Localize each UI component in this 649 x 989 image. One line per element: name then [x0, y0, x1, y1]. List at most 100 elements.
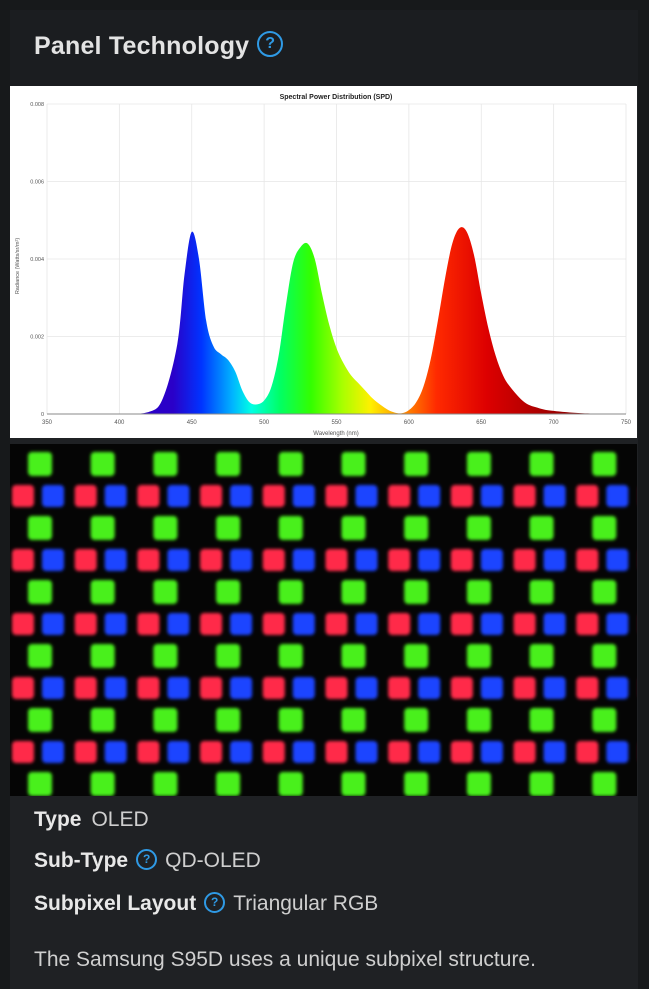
- red-subpixel: [12, 613, 34, 635]
- red-subpixel: [200, 741, 223, 763]
- blue-subpixel: [418, 485, 441, 507]
- blue-subpixel: [543, 485, 566, 507]
- green-subpixel: [404, 644, 429, 668]
- blue-subpixel: [167, 549, 190, 571]
- chart-title: Spectral Power Distribution (SPD): [280, 94, 393, 101]
- red-subpixel: [74, 677, 97, 699]
- y-axis-label: Radiance (Watts/sr/m²): [15, 238, 21, 295]
- spec-type-label: Type: [34, 808, 82, 831]
- green-subpixel: [529, 708, 554, 732]
- blue-subpixel: [543, 741, 566, 763]
- red-subpixel: [74, 613, 97, 635]
- red-subpixel: [325, 741, 348, 763]
- green-subpixel: [466, 452, 491, 476]
- red-subpixel: [388, 741, 411, 763]
- red-subpixel: [576, 677, 599, 699]
- green-subpixel: [28, 452, 52, 476]
- blue-subpixel: [42, 741, 64, 763]
- help-icon[interactable]: ?: [136, 848, 158, 870]
- blue-subpixel: [104, 613, 127, 635]
- green-subpixel: [404, 772, 429, 796]
- red-subpixel: [12, 549, 34, 571]
- spec-type-row: Type OLED: [34, 808, 149, 832]
- red-subpixel: [325, 677, 348, 699]
- green-subpixel: [404, 708, 429, 732]
- blue-subpixel: [480, 613, 503, 635]
- blue-subpixel: [292, 613, 315, 635]
- x-axis-label: Wavelength (nm): [313, 431, 358, 437]
- green-subpixel: [529, 644, 554, 668]
- spec-subtype-value: QD-OLED: [165, 849, 261, 872]
- green-subpixel: [592, 580, 617, 604]
- spd-chart: 350 400 450 500 550 600 650 700 750 0 0.002 0.004 0…: [10, 86, 637, 438]
- green-subpixel: [529, 516, 554, 540]
- green-subpixel: [278, 644, 303, 668]
- red-subpixel: [388, 485, 411, 507]
- blue-subpixel: [292, 485, 315, 507]
- red-subpixel: [576, 613, 599, 635]
- section-title-text: Panel Technology: [34, 32, 250, 60]
- green-subpixel: [404, 452, 429, 476]
- green-subpixel: [466, 644, 491, 668]
- blue-subpixel: [355, 741, 378, 763]
- red-subpixel: [513, 741, 536, 763]
- blue-subpixel: [167, 485, 190, 507]
- green-subpixel: [28, 708, 52, 732]
- spec-subtype-label: Sub-Type: [34, 849, 129, 872]
- red-subpixel: [262, 677, 285, 699]
- red-subpixel: [513, 677, 536, 699]
- x-tick-label: 650: [476, 420, 487, 426]
- spec-subtype-row: Sub-Type? QD-OLED: [34, 848, 261, 873]
- green-subpixel: [341, 772, 366, 796]
- green-subpixel: [28, 772, 52, 796]
- green-subpixel: [466, 708, 491, 732]
- blue-subpixel: [480, 741, 503, 763]
- red-subpixel: [513, 485, 536, 507]
- green-subpixel: [529, 452, 554, 476]
- blue-subpixel: [292, 677, 315, 699]
- blue-subpixel: [606, 677, 629, 699]
- red-subpixel: [325, 549, 348, 571]
- blue-subpixel: [418, 677, 441, 699]
- red-subpixel: [137, 677, 160, 699]
- spec-layout-label: Subpixel Layout: [34, 892, 197, 915]
- green-subpixel: [216, 452, 241, 476]
- red-subpixel: [12, 677, 34, 699]
- x-tick-label: 500: [259, 420, 270, 426]
- green-subpixel: [341, 516, 366, 540]
- green-subpixel: [341, 708, 366, 732]
- red-subpixel: [200, 485, 223, 507]
- blue-subpixel: [167, 613, 190, 635]
- green-subpixel: [216, 708, 241, 732]
- green-subpixel: [216, 772, 241, 796]
- green-subpixel: [278, 452, 303, 476]
- blue-subpixel: [606, 613, 629, 635]
- help-icon[interactable]: ?: [257, 31, 284, 58]
- green-subpixel: [216, 644, 241, 668]
- x-tick-label: 600: [404, 420, 415, 426]
- help-icon[interactable]: ?: [204, 891, 226, 913]
- green-subpixel: [153, 452, 178, 476]
- blue-subpixel: [42, 549, 64, 571]
- y-tick-label: 0.002: [30, 335, 44, 341]
- green-subpixel: [529, 580, 554, 604]
- red-subpixel: [576, 741, 599, 763]
- blue-subpixel: [104, 677, 127, 699]
- red-subpixel: [513, 549, 536, 571]
- red-subpixel: [325, 613, 348, 635]
- green-subpixel: [28, 644, 52, 668]
- red-subpixel: [74, 485, 97, 507]
- y-tick-labels: 0 0.002 0.004 0.006 0.008: [30, 102, 44, 418]
- red-subpixel: [576, 485, 599, 507]
- blue-subpixel: [292, 549, 315, 571]
- green-subpixel: [278, 580, 303, 604]
- red-subpixel: [450, 677, 473, 699]
- green-subpixel: [153, 708, 178, 732]
- blue-subpixel: [418, 613, 441, 635]
- blue-subpixel: [543, 549, 566, 571]
- green-subpixel: [466, 772, 491, 796]
- x-tick-labels: 350 400 450 500 550 600 650 700 750: [42, 420, 632, 426]
- green-subpixel: [278, 708, 303, 732]
- red-subpixel: [450, 613, 473, 635]
- green-subpixel: [404, 580, 429, 604]
